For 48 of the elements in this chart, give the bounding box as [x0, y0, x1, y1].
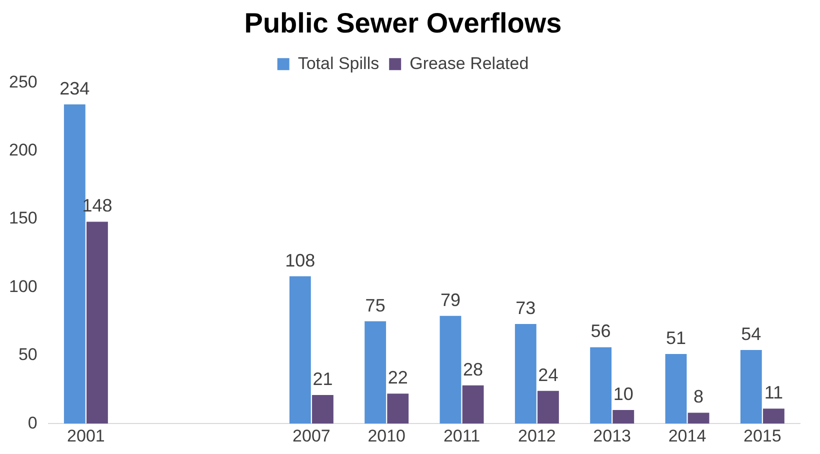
y-tick-label: 150	[8, 208, 38, 228]
bar	[688, 412, 710, 424]
data-label: 79	[440, 290, 461, 310]
legend-label: Total Spills	[298, 54, 380, 73]
data-label: 10	[613, 384, 634, 404]
bar	[364, 321, 386, 424]
data-label: 28	[463, 359, 484, 380]
bar	[612, 410, 634, 424]
x-tick-label: 2001	[67, 426, 105, 446]
data-label: 21	[312, 368, 333, 389]
bar	[86, 222, 108, 424]
x-tick-label: 2007	[292, 426, 330, 446]
y-tick-label: 250	[8, 72, 38, 92]
data-label: 75	[365, 295, 386, 316]
bar	[462, 385, 484, 424]
x-tick-label: 2011	[443, 426, 480, 446]
y-tick-label: 200	[8, 140, 38, 160]
bar	[440, 316, 462, 424]
y-tick-label: 50	[18, 345, 38, 364]
x-tick-label: 2015	[744, 426, 782, 446]
bar	[64, 104, 86, 424]
y-tick-label: 0	[28, 413, 38, 432]
bar	[537, 390, 559, 424]
bar	[289, 276, 311, 424]
data-label: 22	[388, 368, 408, 388]
x-tick-label: 2013	[593, 426, 632, 446]
x-tick-label: 2012	[518, 426, 556, 446]
legend-label: Grease Related	[410, 54, 529, 73]
x-tick-label: 2010	[368, 426, 406, 446]
data-label: 51	[666, 328, 686, 348]
bar	[665, 354, 687, 424]
data-label: 8	[694, 386, 704, 407]
data-label: 73	[516, 298, 536, 318]
data-label: 234	[60, 78, 90, 98]
bar	[514, 324, 536, 424]
chart-title: Public Sewer Overflows	[244, 8, 562, 39]
bar	[387, 394, 409, 424]
data-label: 108	[285, 250, 316, 270]
data-label: 24	[538, 364, 558, 385]
data-label: 54	[741, 324, 762, 344]
bar	[312, 394, 334, 424]
x-tick-label: 2014	[668, 426, 706, 446]
bar	[740, 350, 762, 424]
y-tick-label: 100	[8, 276, 38, 296]
data-label: 56	[590, 321, 611, 342]
bar	[590, 347, 612, 424]
data-label: 11	[764, 382, 784, 403]
bar	[762, 408, 784, 424]
